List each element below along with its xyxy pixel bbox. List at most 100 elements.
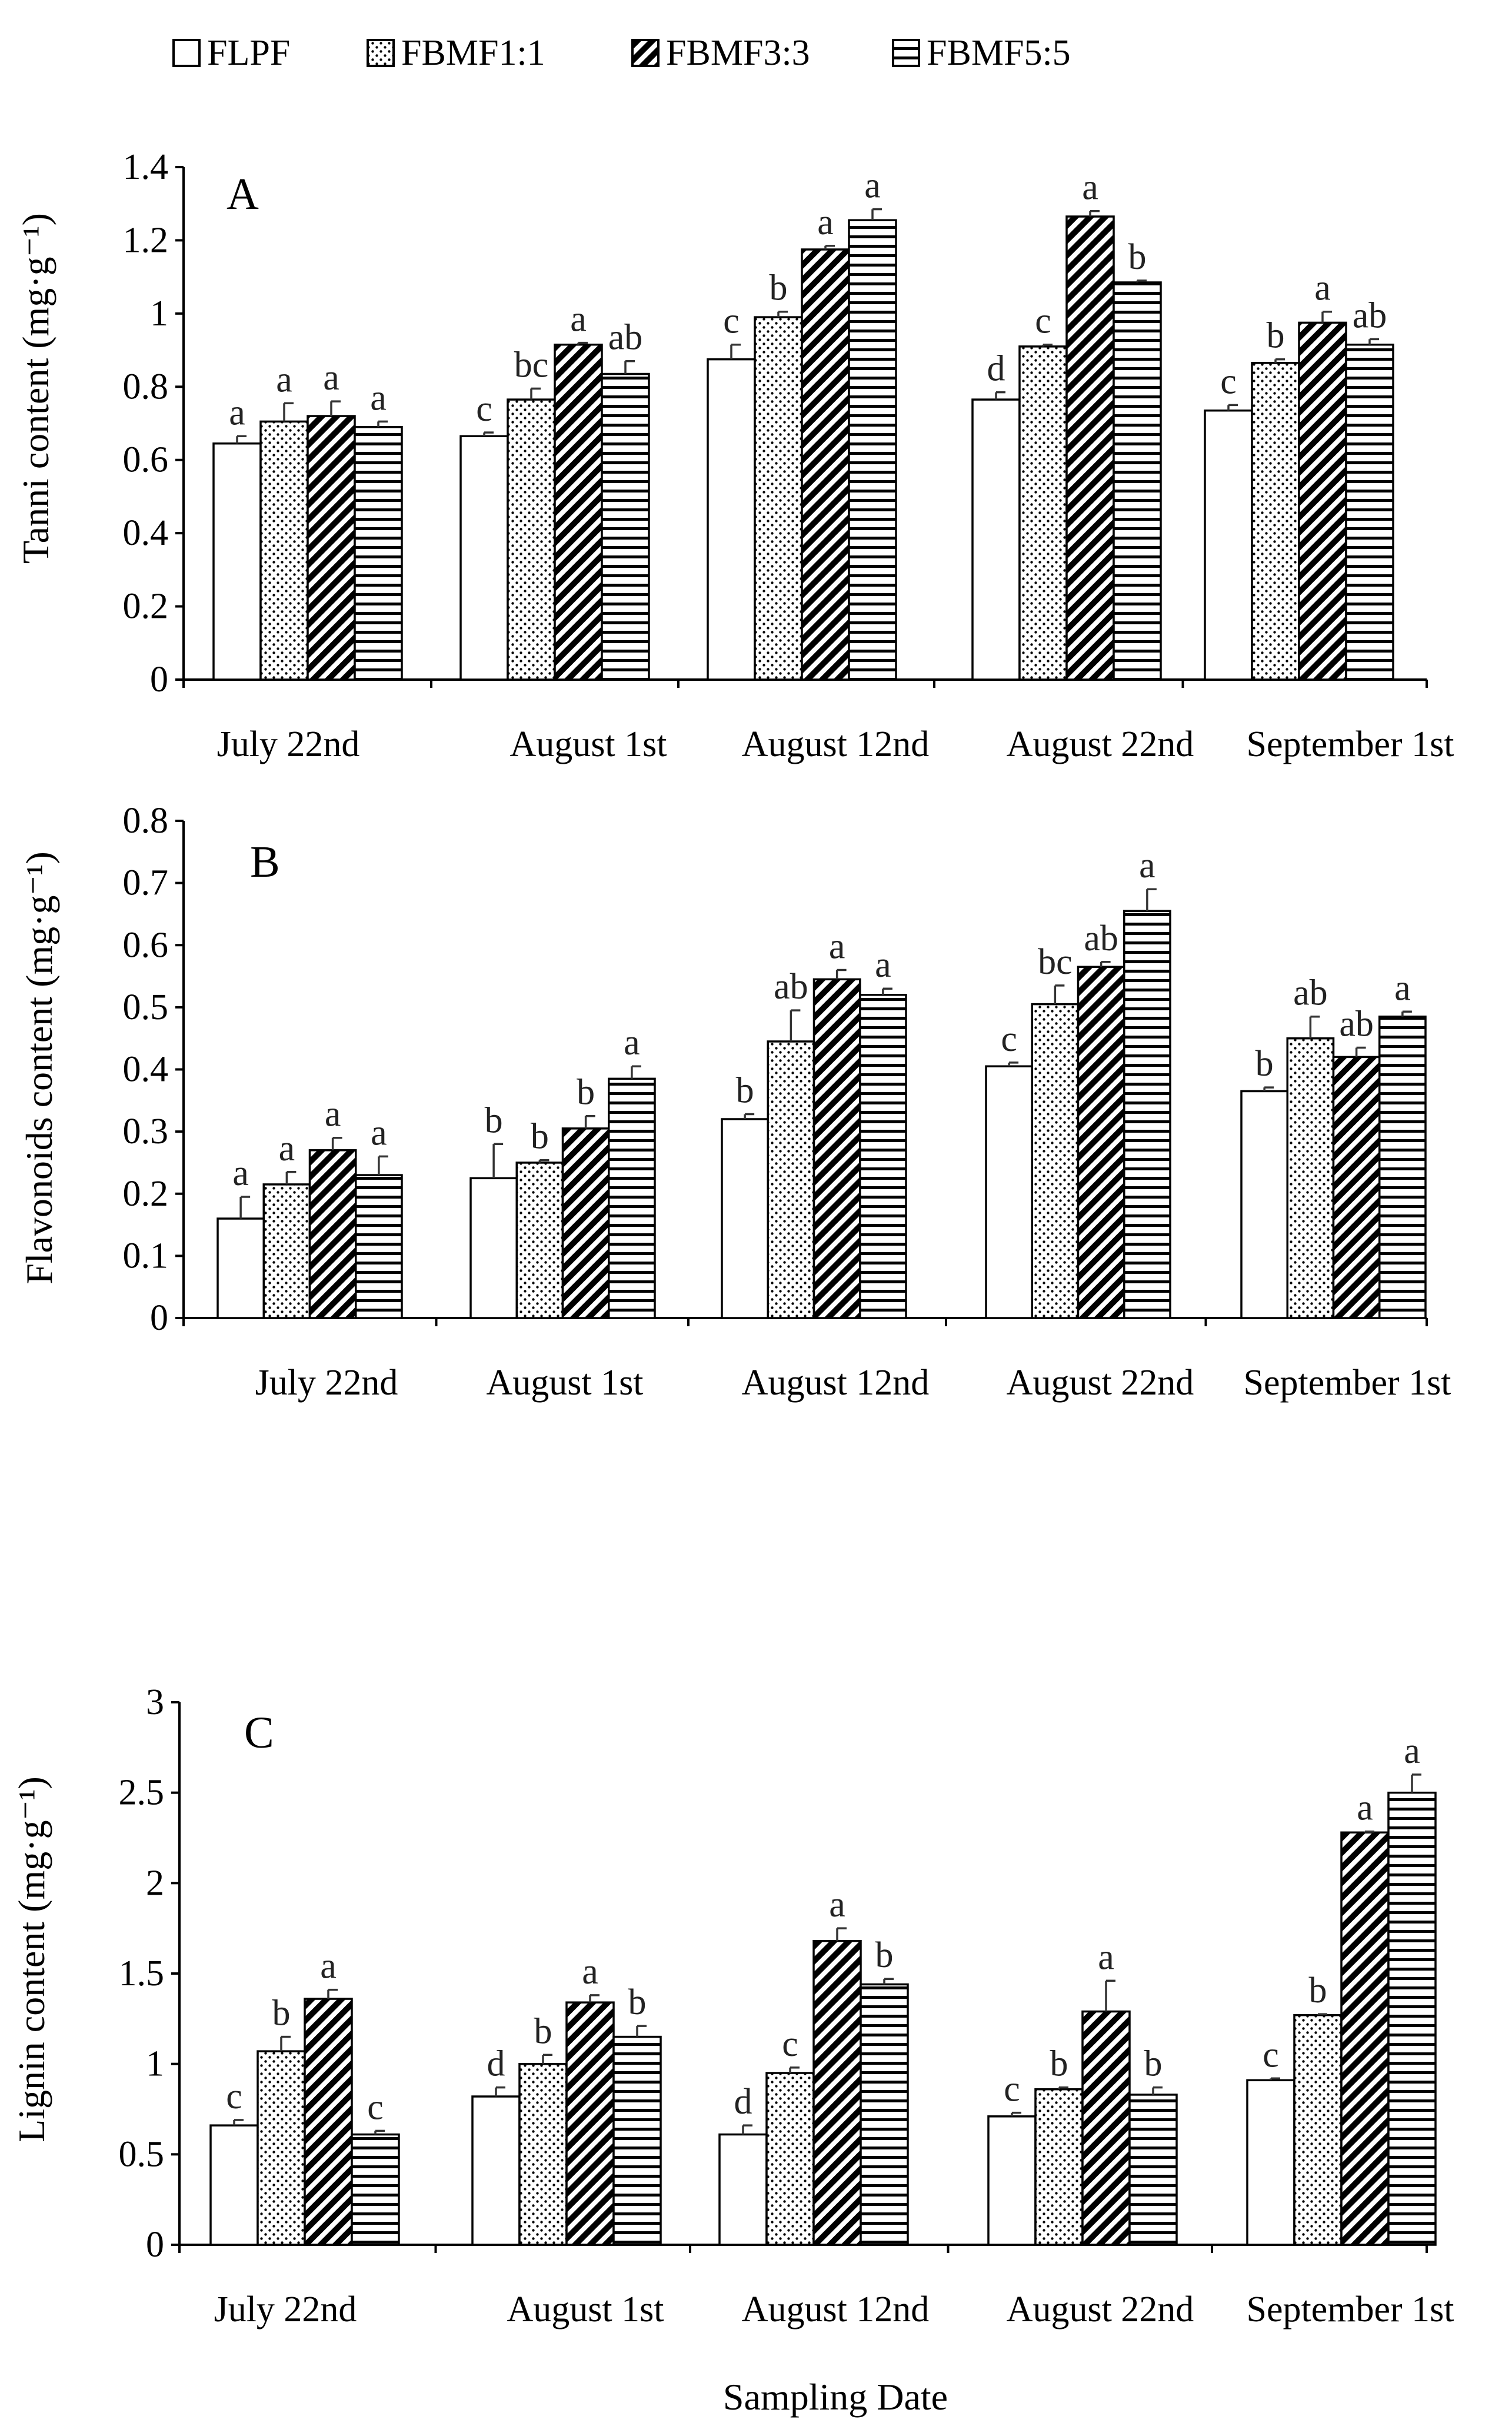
x-tick-label: August 1st [487,1363,644,1403]
y-tick-label: 0.5 [119,2134,165,2174]
legend-item-fbmf1-1: FBMF1:1 [367,33,545,73]
bar-flpf [971,398,1021,681]
bar-flpf [985,1065,1033,1319]
bar-fbmf5-5 [1378,1015,1427,1319]
significance-letter: a [370,378,387,418]
significance-letter: b [628,1982,647,2022]
significance-letter: c [476,389,492,429]
significance-letter: a [829,927,845,967]
bar-fbmf1-1 [262,1183,311,1319]
y-tick-label: 0.6 [123,925,169,965]
bar-fbmf3-3 [1298,321,1347,681]
bar-flpf [1204,409,1253,681]
bar-flpf [217,1217,265,1319]
bar-fbmf3-3 [1340,1831,1390,2246]
bar-flpf [987,2115,1037,2246]
significance-letter: b [1255,1044,1274,1084]
bar-flpf [721,1118,769,1319]
x-tick-label: September 1st [1247,2289,1454,2330]
legend: FLPF FBMF1:1 FBMF3:3 FBMF5:5 [172,33,1071,73]
legend-item-fbmf3-3: FBMF3:3 [631,33,810,73]
significance-letter: a [232,1153,249,1193]
significance-letter: d [987,349,1005,389]
bar-fbmf1-1 [515,1162,564,1319]
bar-fbmf1-1 [767,1040,815,1319]
bar-fbmf3-3 [307,415,356,681]
y-tick-label: 1.2 [123,220,169,260]
significance-letter: bc [514,345,549,385]
y-tick-label: 0.2 [123,1174,169,1214]
y-axis-title: Flavonoids content (mg·g⁻¹) [18,851,60,1284]
bar-fbmf1-1 [257,2050,306,2246]
x-tick-label: September 1st [1244,1363,1451,1403]
x-tick-label: August 12nd [742,724,930,764]
bar-flpf [707,358,756,681]
significance-letter: b [485,1100,503,1140]
y-tick-label: 2.5 [119,1773,165,1813]
bar-fbmf5-5 [355,1174,403,1319]
bar-flpf [471,2095,521,2246]
significance-letter: b [1128,237,1147,277]
y-axis-title: Lignin content (mg·g⁻¹) [11,1776,52,2142]
y-tick-label: 0.5 [123,987,169,1027]
x-tick-label: August 22nd [1007,2289,1194,2330]
bar-fbmf1-1 [1293,2014,1343,2246]
significance-letter: b [1144,2044,1163,2084]
panel-label: A [227,169,259,219]
legend-label-fbmf3-3: FBMF3:3 [666,33,810,73]
significance-letter: a [320,1946,337,1986]
significance-letter: b [875,1935,894,1975]
significance-letter: b [534,2011,552,2051]
significance-letter: c [1004,2069,1020,2109]
bar-fbmf5-5 [608,1077,656,1319]
bar-fbmf1-1 [1251,362,1300,681]
significance-letter: a [1139,846,1155,886]
significance-letter: d [487,2044,505,2084]
y-tick-label: 0.4 [123,513,169,553]
y-axis-title: Tanni content (mg·g⁻¹) [15,213,56,564]
x-tick-label: July 22nd [217,724,360,764]
significance-letter: a [1082,168,1098,208]
bar-fbmf1-1 [765,2072,815,2246]
bar-fbmf5-5 [1128,2094,1178,2246]
bar-fbmf3-3 [1065,215,1115,681]
significance-letter: a [371,1113,387,1153]
bar-fbmf5-5 [859,994,907,1319]
bar-fbmf1-1 [259,420,309,681]
bar-fbmf5-5 [848,219,897,681]
significance-letter: a [279,1129,295,1169]
bar-fbmf3-3 [812,978,861,1319]
significance-letter: b [1309,1971,1327,2011]
panel-label: B [250,837,280,887]
significance-letter: a [1394,968,1411,1008]
x-tick-label: August 12nd [742,1363,930,1403]
x-tick-label: August 1st [510,724,667,764]
legend-item-fbmf5-5: FBMF5:5 [892,33,1071,73]
significance-letter: a [276,360,292,400]
bar-fbmf5-5 [351,2133,400,2246]
x-tick-label: August 22nd [1007,1363,1194,1403]
panel-c: C Lignin content (mg·g⁻¹) 0 0.5 1 1.5 2 2.5 3 J… [11,1682,1454,2330]
bar-fbmf5-5 [1123,910,1171,1319]
legend-swatch-flpf [172,39,201,67]
significance-letter: b [1267,316,1285,356]
bar-fbmf5-5 [354,425,403,681]
y-tick-label: 0.7 [123,863,169,903]
significance-letter: a [570,299,587,340]
significance-letter: c [723,301,740,341]
significance-letter: ab [1084,919,1118,959]
significance-letter: a [864,166,881,206]
significance-letter: c [1263,2035,1279,2075]
y-tick-label: 1 [150,294,168,334]
significance-letter: b [770,268,788,308]
bar-fbmf1-1 [518,2062,568,2246]
bar-fbmf1-1 [1031,1003,1080,1319]
y-tick-label: 0.1 [123,1236,169,1276]
significance-letter: c [1220,361,1237,401]
bar-flpf [469,1177,518,1319]
y-tick-label: 0.2 [123,587,169,627]
significance-letter: a [1404,1731,1420,1771]
significance-letter: a [582,1952,598,1992]
panel-b: B Flavonoids content (mg·g⁻¹) 0 0.1 0.2 0.3… [18,801,1451,1403]
y-tick-label: 3 [146,1682,164,1722]
